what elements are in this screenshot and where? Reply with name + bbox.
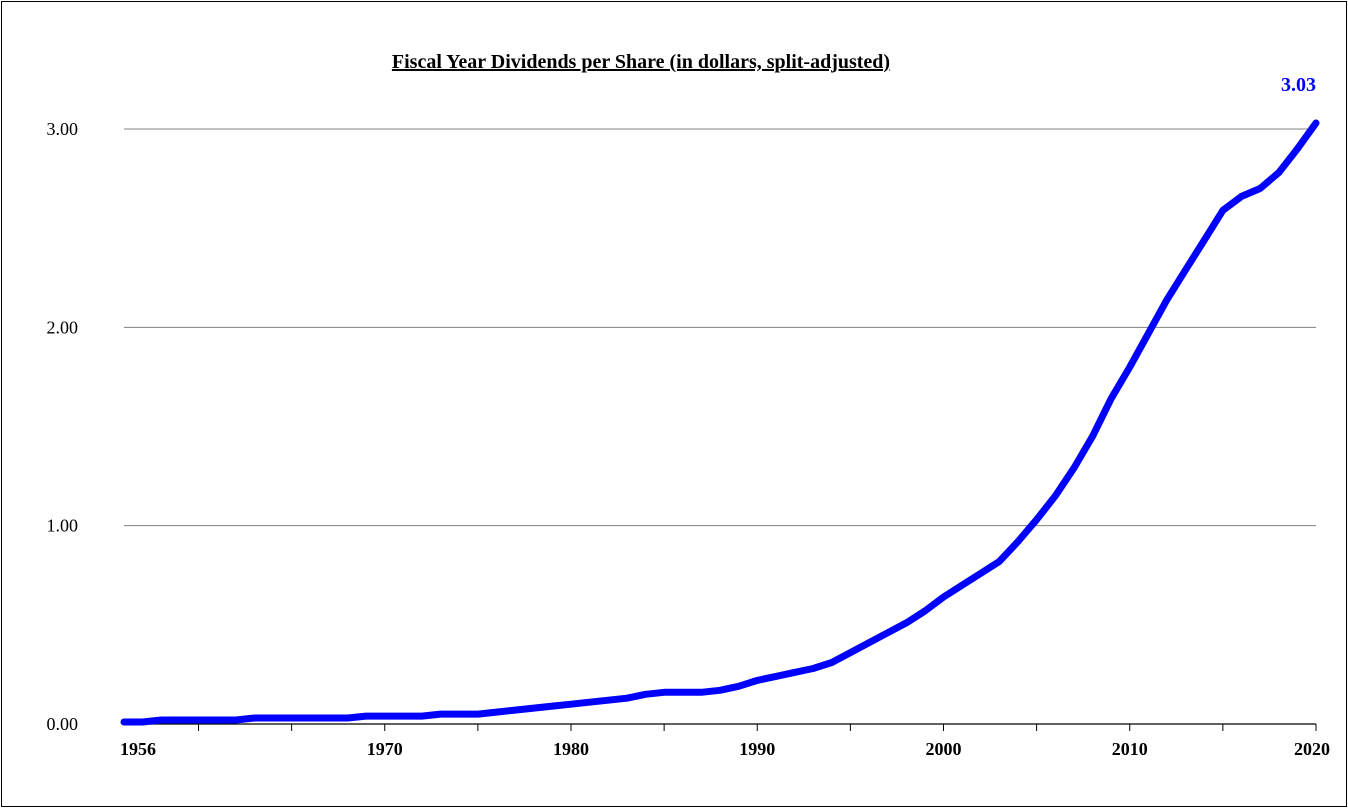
x-tick-label: 2000 [926, 739, 962, 759]
x-tick-label: 1980 [553, 739, 589, 759]
chart-title: Fiscal Year Dividends per Share (in doll… [392, 51, 890, 73]
y-tick-label: 0.00 [47, 714, 79, 734]
series-layer [120, 119, 1320, 726]
gridlines [124, 128, 1316, 527]
y-tick-label: 2.00 [47, 317, 79, 337]
x-tick-label: 2010 [1112, 739, 1148, 759]
end-value-label: 3.03 [1281, 74, 1316, 96]
y-tick-label: 3.00 [47, 119, 79, 139]
x-tick-label: 2020 [1294, 739, 1330, 759]
series-line [120, 119, 1320, 726]
x-tick-label: 1990 [739, 739, 775, 759]
y-axis-ticks: 0.00 1.00 2.00 3.00 [47, 119, 79, 734]
x-axis: 1956 1970 1980 1990 2000 2010 2020 [120, 723, 1330, 759]
y-tick-label: 1.00 [47, 516, 79, 536]
x-tick-label: 1970 [367, 739, 403, 759]
x-tick-label: 1956 [120, 739, 156, 759]
